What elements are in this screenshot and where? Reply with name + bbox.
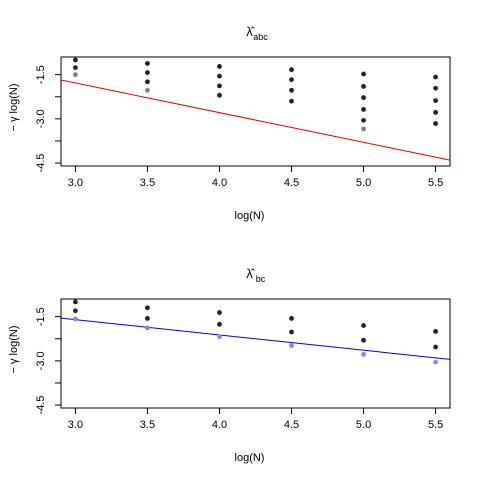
data-point-series-1 — [433, 121, 438, 126]
x-tick-label: 3.5 — [140, 419, 155, 431]
y-tick-label: -4.5 — [35, 396, 47, 415]
data-point-series-2 — [433, 359, 438, 365]
data-point-series-1 — [289, 67, 294, 73]
x-tick-label: 5.5 — [428, 419, 443, 431]
plot-frame — [60, 298, 451, 409]
data-point-series-1 — [361, 95, 366, 101]
data-point-series-1 — [433, 98, 438, 103]
data-point-series-1 — [145, 305, 150, 311]
data-point-series-1 — [433, 109, 438, 115]
data-point-series-1 — [361, 84, 366, 89]
x-tick-label: 4.5 — [284, 177, 299, 189]
data-point-series-1 — [361, 107, 366, 112]
data-point-series-1 — [289, 77, 294, 83]
data-point-series-1 — [217, 73, 222, 79]
data-point-series-1 — [145, 61, 150, 66]
data-point-series-2 — [73, 316, 78, 322]
x-tick-label: 5.0 — [356, 419, 371, 431]
x-tick-label: 4.0 — [212, 177, 227, 189]
data-point-series-1 — [289, 98, 294, 104]
data-point-series-1 — [433, 329, 438, 334]
chart-title-subscript: bc — [256, 274, 266, 284]
data-point-series-1 — [217, 83, 222, 89]
data-point-series-2 — [145, 87, 150, 93]
y-tick-label: -1.5 — [35, 307, 47, 326]
x-tick-label: 3.0 — [68, 177, 83, 189]
data-point-series-1 — [217, 64, 222, 69]
data-point-series-1 — [361, 117, 366, 123]
data-point-series-2 — [289, 343, 294, 348]
data-point-series-1 — [145, 316, 150, 321]
data-point-series-1 — [433, 74, 438, 80]
data-point-series-2 — [361, 126, 366, 132]
x-tick-label: 4.5 — [284, 419, 299, 431]
data-point-series-1 — [145, 70, 150, 76]
data-point-series-1 — [361, 71, 366, 77]
x-tick-label: 3.5 — [140, 177, 155, 189]
x-tick-label: 3.0 — [68, 419, 83, 431]
y-axis-label: − γ log(N) — [8, 326, 20, 374]
fit-line — [61, 79, 450, 161]
chart-title: λ̂ — [246, 24, 256, 39]
data-point-series-1 — [73, 299, 78, 305]
data-point-series-1 — [145, 79, 150, 85]
chart-panel-2: λ̂ bc 3.0 3.5 4.0 4.5 5.0 5.5 -1.5 -3.0 -4.5 log(N)… — [8, 266, 451, 464]
plot-frame — [60, 56, 451, 167]
y-axis-label: − γ log(N) — [8, 84, 20, 132]
chart-panel-1: λ̂ abc 3.0 3.5 4.0 4.5 5.0 5.5 -1.5 -3.0 -4.5 log(N… — [8, 24, 451, 222]
y-tick-label: -1.5 — [35, 65, 47, 84]
data-point-series-2 — [361, 351, 366, 357]
data-point-series-1 — [73, 57, 78, 63]
chart-title: λ̂ — [246, 266, 256, 281]
data-point-series-1 — [289, 329, 294, 335]
y-tick-label: -4.5 — [35, 154, 47, 173]
data-point-series-2 — [145, 325, 150, 331]
x-axis-label: log(N) — [235, 210, 265, 222]
data-point-series-1 — [217, 92, 222, 98]
data-point-series-1 — [361, 337, 366, 343]
data-point-series-1 — [73, 308, 78, 314]
x-axis-label: log(N) — [235, 452, 265, 464]
x-tick-label: 5.0 — [356, 177, 371, 189]
data-point-series-1 — [361, 323, 366, 328]
x-tick-label: 4.0 — [212, 419, 227, 431]
fit-line — [61, 317, 450, 360]
chart-title-subscript: abc — [253, 32, 268, 42]
data-point-series-1 — [433, 344, 438, 350]
data-point-series-1 — [73, 65, 78, 71]
y-tick-label: -3.0 — [35, 351, 47, 370]
data-point-series-1 — [433, 85, 438, 91]
x-tick-label: 5.5 — [428, 177, 443, 189]
data-point-series-1 — [289, 316, 294, 321]
data-point-series-1 — [217, 310, 222, 315]
data-point-series-2 — [73, 72, 78, 78]
data-point-series-1 — [289, 87, 294, 93]
data-point-series-2 — [217, 334, 222, 340]
data-point-series-1 — [217, 321, 222, 327]
y-tick-label: -3.0 — [35, 109, 47, 128]
